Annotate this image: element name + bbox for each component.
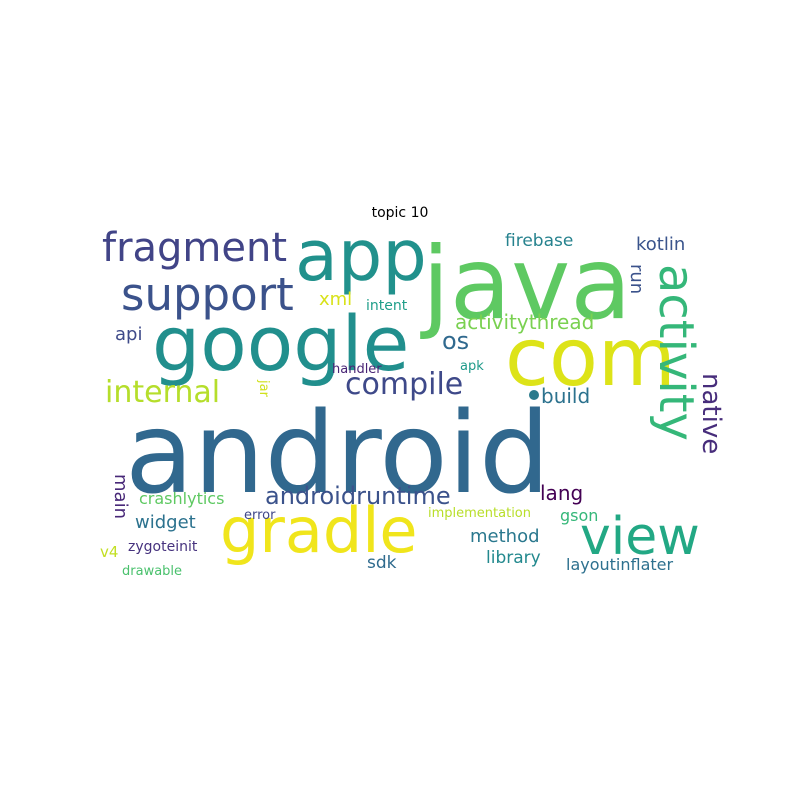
word-main: main <box>110 474 131 519</box>
word-drawable: drawable <box>122 564 183 579</box>
word-cloud: android java com google app gradle activ… <box>97 221 726 593</box>
word-app: app <box>295 215 427 297</box>
word-widget: widget <box>135 512 196 533</box>
word-apk: apk <box>460 359 484 374</box>
word-handler: handler <box>332 362 382 377</box>
word-intent: intent <box>366 298 408 314</box>
word-kotlin: kotlin <box>636 234 686 255</box>
chart-title: topic 10 <box>371 205 429 221</box>
word-gson: gson <box>560 506 599 525</box>
word-sdk: sdk <box>367 553 397 573</box>
word-jar: jar <box>256 380 271 397</box>
word-library: library <box>486 548 541 568</box>
word-activity: activity <box>648 264 704 441</box>
word-xml: xml <box>319 289 353 310</box>
dot-mark <box>529 390 539 400</box>
word-v4: v4 <box>100 543 119 561</box>
word-gradle: gradle <box>220 494 418 567</box>
word-api: api <box>115 324 143 345</box>
word-layoutinflater: layoutinflater <box>566 555 674 574</box>
word-run: run <box>626 264 647 295</box>
word-zygoteinit: zygoteinit <box>128 539 198 555</box>
word-implementation: implementation <box>428 506 532 521</box>
word-activitythread: activitythread <box>455 310 595 334</box>
word-java: java <box>422 225 632 342</box>
word-internal: internal <box>105 375 221 410</box>
word-fragment: fragment <box>102 225 288 271</box>
word-method: method <box>470 526 540 547</box>
word-firebase: firebase <box>505 231 574 251</box>
word-google: google <box>152 299 410 388</box>
word-android: android <box>125 389 551 519</box>
word-view: view <box>580 507 700 567</box>
word-native: native <box>696 373 726 455</box>
word-com: com <box>505 311 676 404</box>
word-os: os <box>442 327 470 355</box>
word-error: error <box>244 508 276 523</box>
word-lang: lang <box>540 481 584 505</box>
word-compile: compile <box>345 367 464 402</box>
word-support: support <box>121 268 294 321</box>
word-crashlytics: crashlytics <box>139 489 225 508</box>
word-androidruntime: androidruntime <box>265 482 451 510</box>
word-build: build <box>541 384 591 408</box>
